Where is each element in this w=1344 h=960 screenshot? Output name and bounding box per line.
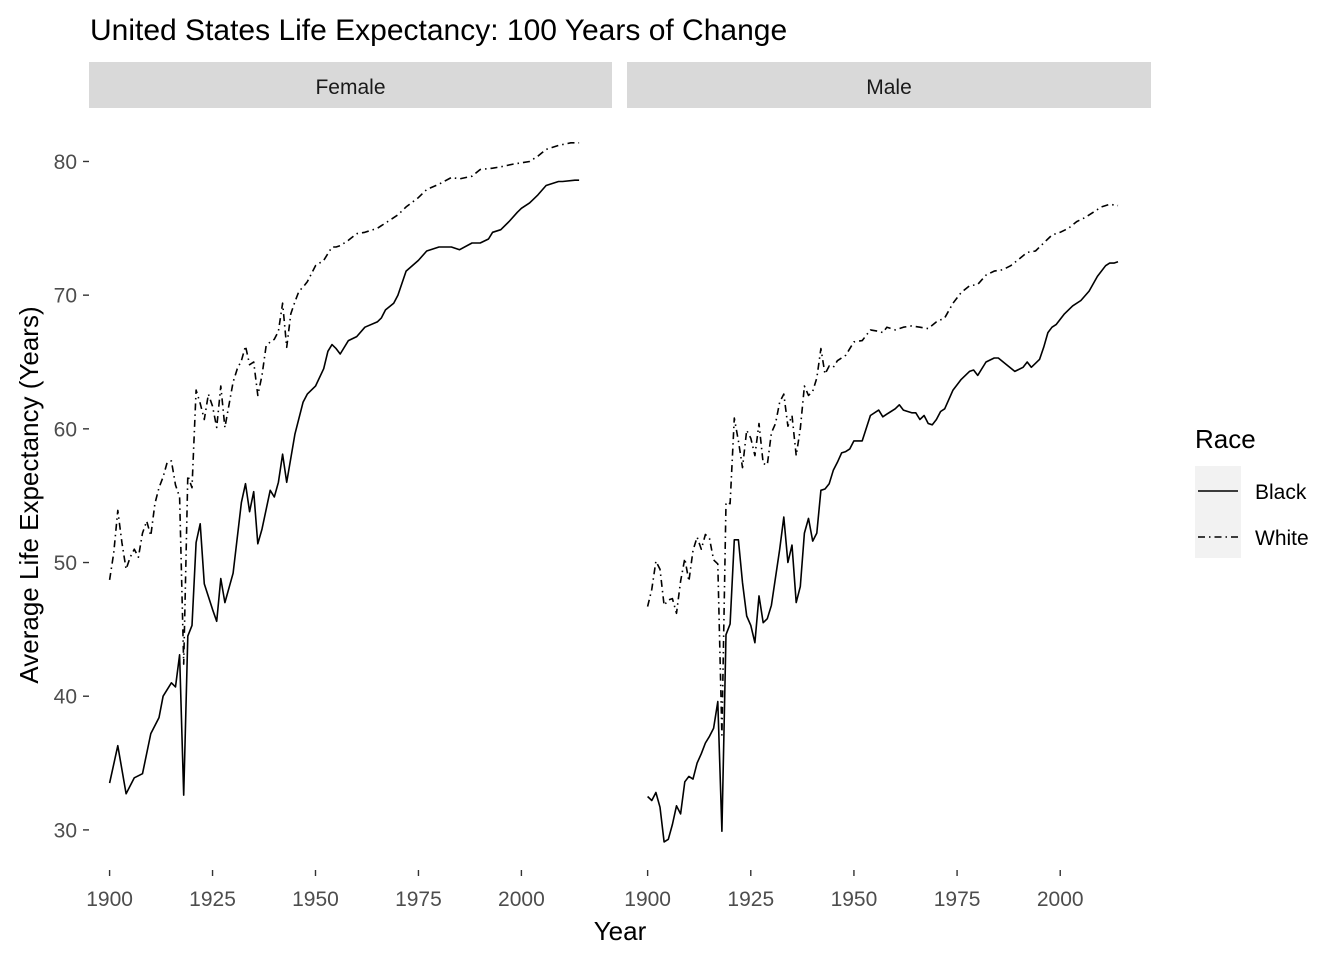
facet-female: Female	[89, 62, 612, 796]
x-tick-label: 1950	[292, 888, 339, 911]
y-tick-label: 70	[54, 285, 77, 308]
x-tick-label: 1975	[934, 888, 981, 911]
x-tick-label: 1925	[189, 888, 236, 911]
y-tick-label: 50	[54, 552, 77, 575]
x-axis-label: Year	[594, 916, 647, 946]
y-tick-label: 60	[54, 418, 77, 441]
chart-title: United States Life Expectancy: 100 Years…	[90, 14, 787, 47]
x-tick-label: 1975	[395, 888, 442, 911]
facet-male: Male	[627, 62, 1151, 843]
y-tick-label: 30	[54, 819, 77, 842]
legend-title: Race	[1195, 424, 1256, 454]
x-tick-label: 1950	[831, 888, 878, 911]
facet-strip-male	[627, 62, 1151, 108]
y-tick-label: 80	[54, 151, 77, 174]
facet-strip-label-male: Male	[866, 76, 912, 99]
x-tick-label: 1900	[624, 888, 671, 911]
facet-strip-label-female: Female	[315, 76, 385, 99]
x-tick-label: 1925	[727, 888, 774, 911]
y-axis-label: Average Life Expectancy (Years)	[14, 306, 44, 683]
series-line-male-black	[647, 260, 1119, 843]
legend-entries: Black White	[1198, 481, 1309, 550]
x-tick-label: 2000	[1037, 888, 1084, 911]
series-line-female-black	[108, 179, 580, 796]
legend-label-black: Black	[1255, 481, 1307, 504]
series-line-male-white	[646, 203, 1119, 736]
y-axis: 30 40 50 60 70 80	[54, 151, 89, 842]
legend-label-white: White	[1255, 527, 1309, 550]
x-axes: 1900 1925 1950 1975 2000 1900 1925 1950 1975 2000	[86, 870, 1084, 911]
x-tick-label: 2000	[498, 888, 545, 911]
facet-panels: Female Male	[89, 62, 1151, 843]
series-line-female-white	[108, 142, 580, 665]
legend: Race Black White	[1195, 424, 1309, 558]
legend-key-background	[1195, 466, 1241, 558]
facet-strip-female	[89, 62, 612, 108]
x-tick-label: 1900	[86, 888, 133, 911]
y-tick-label: 40	[54, 686, 77, 709]
